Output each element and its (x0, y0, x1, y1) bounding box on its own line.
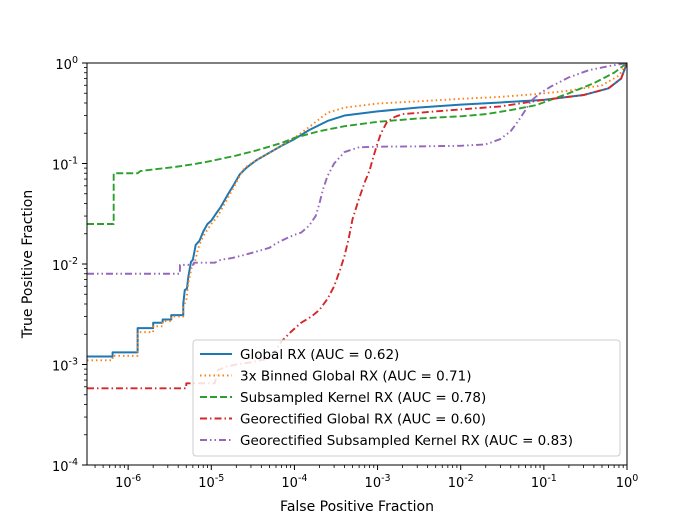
ticks-layer: 10-6 10-5 10-4 10-3 10-2 10-1 100 10-4 10-3 10-2 1… (52, 55, 638, 491)
x-axis-label: False Positive Fraction (280, 499, 434, 515)
y-tick-label-2: 10-2 (52, 256, 78, 274)
legend-label-3: Georectified Global RX (AUC = 0.60) (240, 412, 486, 428)
legend-label-1: 3x Binned Global RX (AUC = 0.71) (240, 369, 471, 385)
legend-box (192, 339, 621, 457)
x-tick-label-3: 10-3 (365, 473, 391, 491)
x-tick-label-5: 10-1 (531, 473, 557, 491)
y-tick-label-1: 10-3 (52, 357, 78, 375)
y-tick-label-4: 100 (55, 55, 78, 73)
y-axis-label: True Positive Fraction (20, 190, 36, 340)
x-tick-label-2: 10-4 (281, 473, 307, 491)
y-tick-label-0: 10-4 (52, 457, 78, 475)
series-line-1 (87, 63, 627, 362)
x-tick-label-0: 10-6 (115, 473, 141, 491)
legend-label-4: Georectified Subsampled Kernel RX (AUC =… (240, 433, 573, 449)
series-line-4 (87, 63, 627, 275)
series-layer (87, 63, 627, 390)
series-line-3 (87, 63, 627, 390)
series-line-2 (87, 63, 627, 225)
legend-label-0: Global RX (AUC = 0.62) (240, 347, 399, 363)
legend: Global RX (AUC = 0.62) 3x Binned Global R… (192, 339, 621, 457)
x-tick-label-1: 10-5 (198, 473, 224, 491)
y-tick-label-3: 10-1 (52, 156, 78, 174)
x-tick-label-4: 10-2 (448, 473, 474, 491)
x-tick-label-6: 100 (616, 473, 639, 491)
legend-label-2: Subsampled Kernel RX (AUC = 0.78) (240, 390, 486, 406)
series-line-0 (87, 63, 627, 358)
